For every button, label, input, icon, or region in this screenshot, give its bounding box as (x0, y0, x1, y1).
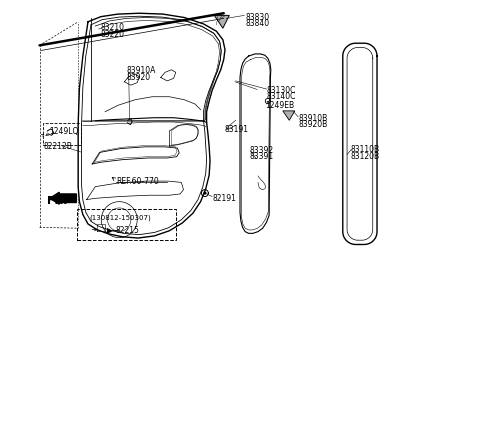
Text: 83910B: 83910B (298, 114, 327, 123)
Text: REF.60-770: REF.60-770 (117, 176, 159, 185)
Text: 83220: 83220 (100, 30, 124, 39)
Bar (43, 123, 81, 146)
Text: 83840: 83840 (246, 19, 270, 28)
Text: (130812-150307): (130812-150307) (89, 214, 151, 221)
Text: 83920: 83920 (126, 73, 150, 82)
Text: 83140C: 83140C (266, 92, 296, 101)
Text: FR.: FR. (48, 195, 68, 205)
Text: ▶—: ▶— (107, 226, 121, 235)
Text: 83130C: 83130C (266, 85, 296, 94)
Polygon shape (214, 16, 229, 29)
Text: 83830: 83830 (246, 13, 270, 22)
Bar (77, 210, 176, 241)
Text: 83392: 83392 (250, 146, 274, 154)
Text: 1249LQ: 1249LQ (49, 127, 79, 136)
Text: 83191: 83191 (224, 125, 248, 134)
Text: 83920B: 83920B (298, 120, 327, 129)
Text: 83910A: 83910A (126, 66, 156, 75)
FancyArrow shape (50, 193, 76, 205)
Text: 1249EB: 1249EB (265, 101, 294, 110)
Text: 82215: 82215 (116, 226, 140, 235)
Text: 83391: 83391 (250, 152, 274, 161)
Text: 82212B: 82212B (43, 142, 72, 151)
Polygon shape (283, 112, 295, 121)
Text: 83210: 83210 (100, 23, 124, 32)
Text: 83110B: 83110B (350, 145, 380, 154)
Circle shape (204, 193, 206, 194)
Text: 82191: 82191 (213, 194, 237, 203)
Text: 83120B: 83120B (350, 151, 380, 160)
